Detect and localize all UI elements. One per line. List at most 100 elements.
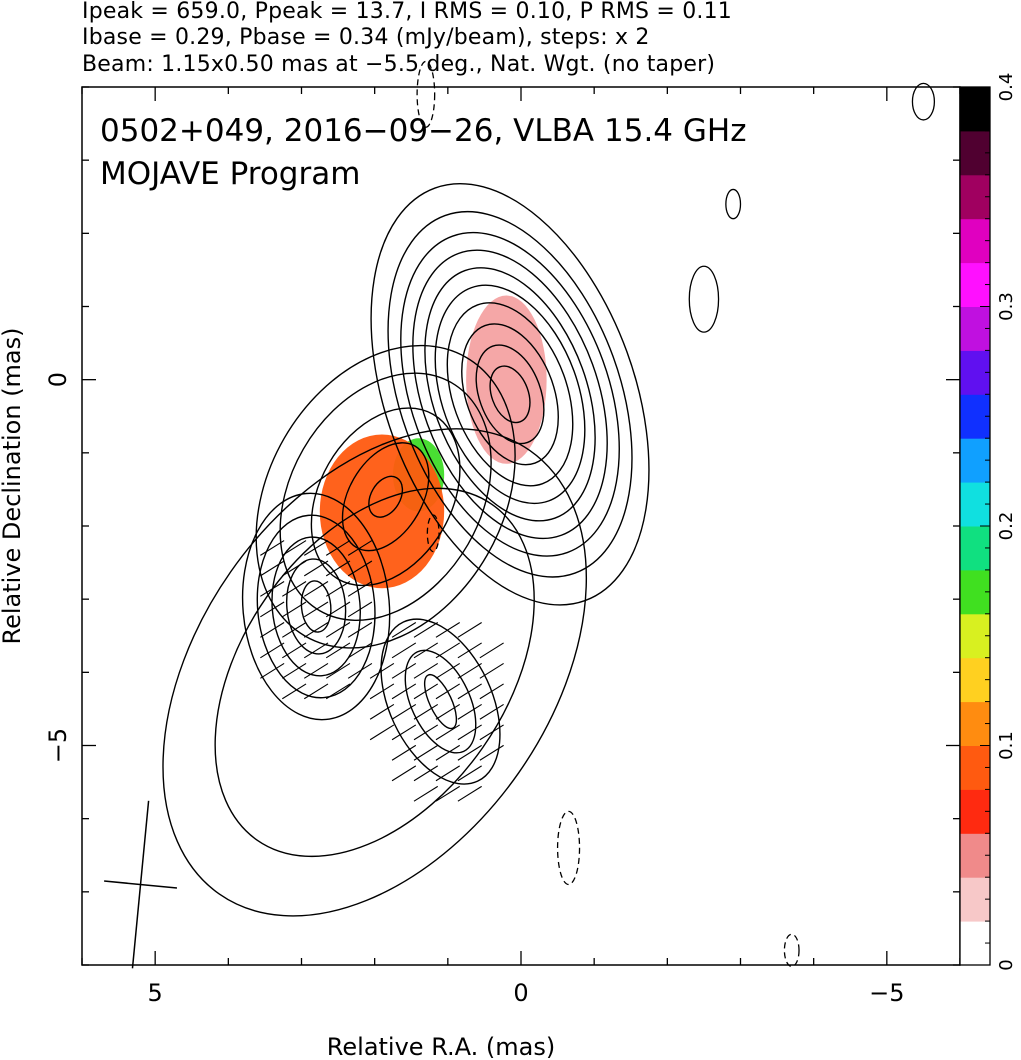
evpa-vector-72 <box>413 744 439 761</box>
contour-2-1 <box>285 558 347 655</box>
evpa-vector-29 <box>260 642 285 659</box>
evpa-vector-71 <box>391 744 417 761</box>
evpa-vector-34 <box>391 642 417 659</box>
evpa-vector-80 <box>413 785 439 802</box>
evpa-vector-12 <box>303 581 329 597</box>
evpa-vector-76 <box>391 765 417 782</box>
evpa-vector-37 <box>457 642 482 659</box>
evpa-vector-17 <box>303 601 329 618</box>
evpa-vector-77 <box>413 765 439 782</box>
evpa-vector-36 <box>435 642 460 659</box>
evpa-vector-66 <box>391 724 417 741</box>
contour-2-0 <box>300 580 332 633</box>
colorbar-label-4: 0.4 <box>996 73 1017 102</box>
evpa-vector-45 <box>391 662 417 679</box>
contour-0-1 <box>475 344 545 445</box>
evpa-vector-31 <box>303 642 329 659</box>
evpa-vector-4 <box>347 540 373 556</box>
beam-minor-axis <box>104 880 178 889</box>
evpa-vector-53 <box>369 683 395 700</box>
contour-2-4 <box>241 492 391 721</box>
evpa-vector-63 <box>457 703 482 720</box>
evpa-vector-68 <box>435 724 460 741</box>
evpa-vector-81 <box>435 785 460 802</box>
evpa-vector-3 <box>325 540 351 556</box>
evpa-vector-62 <box>435 703 460 720</box>
evpa-vector-10 <box>260 581 285 597</box>
contour-3-0 <box>423 673 458 730</box>
chart-title: 0502+049, 2016−09−26, VLBA 15.4 GHz <box>100 113 746 149</box>
evpa-vector-73 <box>435 744 460 761</box>
contour-0-6 <box>412 249 608 540</box>
evpa-vector-8 <box>325 560 351 577</box>
evpa-vector-38 <box>479 642 504 659</box>
contour-1-3 <box>279 372 492 622</box>
colorbar-label-1: 0.1 <box>996 731 1017 760</box>
evpa-vector-67 <box>413 724 439 741</box>
colorbar-label-3: 0.3 <box>996 292 1017 321</box>
evpa-vector-20 <box>260 622 285 638</box>
evpa-vector-70 <box>479 724 504 741</box>
evpa-vector-48 <box>457 662 482 679</box>
evpa-vector-33 <box>347 642 373 659</box>
evpa-vector-78 <box>435 765 460 782</box>
x-tick-label-1: 0 <box>513 979 528 1007</box>
negative-contour-2 <box>556 810 581 886</box>
contour-layer <box>162 60 936 968</box>
evpa-vector-16 <box>282 601 307 618</box>
evpa-vector-54 <box>391 683 417 700</box>
header-line-3: Beam: 1.15x0.50 mas at −5.5 deg., Nat. W… <box>82 52 716 77</box>
evpa-vector-19 <box>347 601 373 618</box>
evpa-vector-32 <box>325 642 351 659</box>
y-axis-label: Relative Declination (mas) <box>0 327 26 644</box>
negative-contour-0 <box>416 60 436 128</box>
negative-contour-1 <box>426 514 440 553</box>
evpa-vector-1 <box>282 540 307 556</box>
evpa-vector-82 <box>457 785 482 802</box>
contour-4-1 <box>162 428 588 917</box>
evpa-vector-75 <box>479 744 504 761</box>
polarization-colormap <box>319 295 547 589</box>
evpa-vector-11 <box>282 581 307 597</box>
evpa-vector-65 <box>369 724 395 741</box>
contour-0-4 <box>434 284 586 505</box>
beam-marker <box>104 800 178 969</box>
evpa-vector-18 <box>325 601 351 618</box>
evpa-vector-49 <box>479 662 504 679</box>
evpa-vectors <box>260 540 504 802</box>
evpa-vector-9 <box>347 560 373 577</box>
evpa-vector-44 <box>369 662 395 679</box>
pol-region-2 <box>319 434 445 589</box>
evpa-vector-56 <box>435 683 460 700</box>
evpa-vector-25 <box>391 622 417 638</box>
y-tick-label-0: 0 <box>44 372 72 387</box>
evpa-vector-30 <box>282 642 307 659</box>
evpa-vector-7 <box>303 560 329 577</box>
x-tick-label-0: 5 <box>148 979 163 1007</box>
evpa-vector-51 <box>303 683 329 700</box>
evpa-vector-58 <box>479 683 504 700</box>
contour-1-1 <box>341 442 430 552</box>
evpa-vector-69 <box>457 724 482 741</box>
small-contour-1 <box>725 188 742 220</box>
evpa-vector-35 <box>413 642 439 659</box>
evpa-vector-27 <box>435 622 460 638</box>
evpa-vector-13 <box>325 581 351 597</box>
evpa-vector-23 <box>325 622 351 638</box>
evpa-vector-28 <box>457 622 482 638</box>
evpa-vector-22 <box>303 622 329 638</box>
evpa-vector-64 <box>479 703 504 720</box>
evpa-vector-6 <box>282 560 307 577</box>
evpa-vector-26 <box>413 622 439 638</box>
contour-0-7 <box>400 231 620 557</box>
small-contour-2 <box>688 265 720 333</box>
evpa-vector-55 <box>413 683 439 700</box>
evpa-vector-14 <box>347 581 373 597</box>
evpa-vector-5 <box>260 560 285 577</box>
evpa-vector-0 <box>260 540 285 556</box>
evpa-vector-61 <box>413 703 439 720</box>
x-tick-label-2: −5 <box>869 979 904 1007</box>
header-line-2: Ibase = 0.29, Pbase = 0.34 (mJy/beam), s… <box>82 25 650 50</box>
evpa-vector-46 <box>413 662 439 679</box>
